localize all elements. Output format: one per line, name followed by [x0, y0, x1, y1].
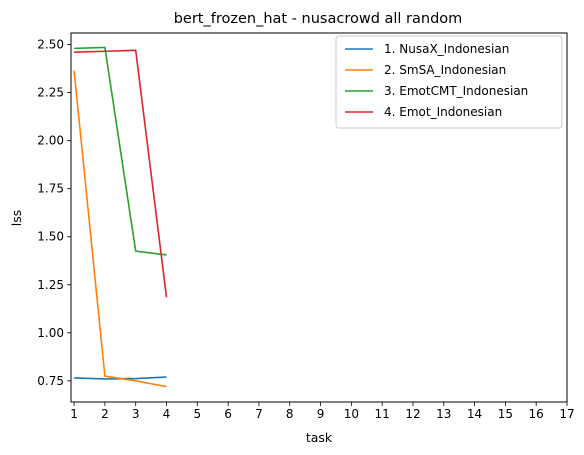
y-tick-label: 1.25 [37, 278, 64, 292]
x-tick-label: 8 [286, 407, 294, 421]
x-axis: 1 2 3 4 5 6 7 8 9 10 11 12 13 14 15 16 17 [70, 402, 575, 421]
x-tick-label: 4 [163, 407, 171, 421]
x-tick-label: 17 [559, 407, 574, 421]
x-tick-label: 3 [132, 407, 140, 421]
legend-box [335, 35, 563, 129]
series-line-4 [74, 49, 168, 298]
x-tick-label: 9 [317, 407, 325, 421]
y-tick-label: 1.75 [37, 182, 64, 196]
y-axis-label: lss [9, 210, 24, 227]
series-line-3 [74, 46, 167, 256]
x-tick-label: 7 [255, 407, 263, 421]
x-tick-label: 6 [224, 407, 232, 421]
series-line-2 [73, 70, 167, 388]
y-tick-label: 2.00 [37, 134, 64, 148]
y-axis: 0.75 1.00 1.25 1.50 1.75 2.00 2.25 2.50 [37, 38, 71, 388]
x-tick-label: 15 [498, 407, 513, 421]
x-tick-label: 2 [101, 407, 109, 421]
chart-title: bert_frozen_hat - nusacrowd all random [174, 11, 463, 27]
y-tick-label: 0.75 [37, 374, 64, 388]
x-tick-label: 12 [405, 407, 420, 421]
x-axis-label: task [306, 430, 333, 445]
x-tick-label: 11 [375, 407, 390, 421]
legend-label: 4. Emot_Indonesian [384, 105, 502, 119]
x-tick-label: 1 [70, 407, 78, 421]
axes-frame [70, 32, 568, 403]
legend-label: 3. EmotCMT_Indonesian [384, 84, 528, 98]
legend-label: 1. NusaX_Indonesian [384, 42, 509, 56]
x-tick-label: 14 [467, 407, 482, 421]
y-tick-label: 2.50 [37, 38, 64, 52]
y-tick-label: 2.25 [37, 86, 64, 100]
legend-label: 2. SmSA_Indonesian [384, 63, 506, 77]
x-tick-label: 5 [193, 407, 201, 421]
x-tick-label: 13 [436, 407, 451, 421]
x-tick-label: 16 [529, 407, 544, 421]
y-tick-label: 1.50 [37, 230, 64, 244]
plot-area [73, 46, 168, 388]
y-tick-label: 1.00 [37, 326, 64, 340]
legend: 1. NusaX_Indonesian 2. SmSA_Indonesian 3. … [335, 35, 563, 129]
x-tick-label: 10 [344, 407, 359, 421]
